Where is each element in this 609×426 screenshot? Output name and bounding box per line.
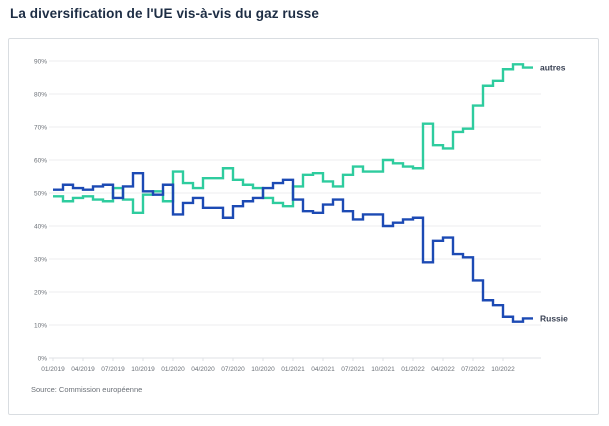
y-tick-label: 50% (34, 190, 47, 197)
x-tick-label: 07/2020 (221, 366, 245, 373)
x-tick-label: 04/2022 (431, 366, 455, 373)
series-line-russie (53, 172, 533, 323)
x-tick-label: 04/2021 (311, 366, 335, 373)
x-tick-label: 01/2021 (281, 366, 305, 373)
chart-source: Source: Commission européenne (31, 385, 143, 394)
y-tick-label: 30% (34, 256, 47, 263)
x-tick-label: 04/2019 (71, 366, 95, 373)
x-tick-label: 01/2022 (401, 366, 425, 373)
x-tick-label: 04/2020 (191, 366, 215, 373)
x-tick-label: 01/2020 (161, 366, 185, 373)
y-tick-label: 40% (34, 223, 47, 230)
x-tick-label: 10/2022 (491, 366, 515, 373)
series-label-russie: Russie (540, 313, 568, 323)
y-tick-label: 20% (34, 289, 47, 296)
x-tick-label: 07/2022 (461, 366, 485, 373)
y-tick-label: 60% (34, 157, 47, 164)
x-tick-label: 07/2019 (101, 366, 125, 373)
page-title: La diversification de l'UE vis-à-vis du … (10, 6, 319, 21)
y-tick-label: 80% (34, 91, 47, 98)
y-tick-label: 0% (38, 355, 48, 362)
x-tick-label: 07/2021 (341, 366, 365, 373)
y-tick-label: 70% (34, 124, 47, 131)
x-tick-label: 01/2019 (41, 366, 65, 373)
series-label-autres: autres (540, 63, 566, 73)
y-tick-label: 90% (34, 58, 47, 65)
y-tick-label: 10% (34, 322, 47, 329)
x-tick-label: 10/2021 (371, 366, 395, 373)
x-tick-label: 10/2019 (131, 366, 155, 373)
x-tick-label: 10/2020 (251, 366, 275, 373)
chart-card: 0% 10% 20% 30% 40% 50% 60% 70% 80% 90% 01/2019 04/2… (8, 38, 599, 415)
step-chart: 0% 10% 20% 30% 40% 50% 60% 70% 80% 90% 01/2019 04/2… (9, 39, 598, 414)
